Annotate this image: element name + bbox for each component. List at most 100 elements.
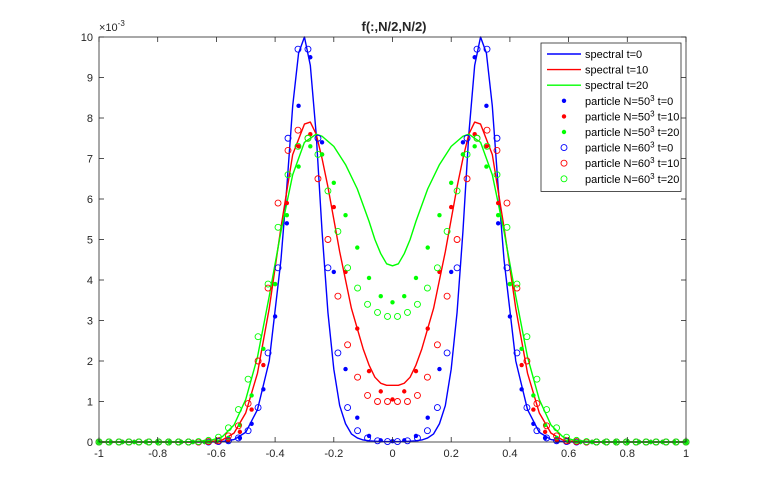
legend-label-part: spectral t=10 [585,65,648,77]
data-point [463,175,471,183]
data-point [425,415,430,420]
data-point [390,300,395,305]
data-point [215,433,222,441]
data-point [531,393,536,398]
series-line [99,121,686,443]
y-axis: 0 1 2 3 4 5 6 7 8 9 10 [81,32,686,449]
data-point [364,434,372,442]
data-point [394,398,401,405]
chart-title: f(:,N/2,N/2) [362,19,427,34]
data-point [437,213,442,218]
y-exponent-label: ×10-3 [99,19,125,34]
data-point [261,362,266,368]
y-tick-label: 4 [87,275,93,287]
data-point [384,313,391,320]
data-point [390,397,395,402]
data-point [404,437,411,445]
data-point [423,427,431,435]
y-tick-label: 0 [87,437,93,449]
data-point [443,227,451,235]
legend[interactable]: spectral t=0 spectral t=10 spectral t=20 pa… [540,42,682,192]
data-point [314,134,322,142]
data-point [543,422,551,430]
data-point [355,245,360,250]
data-point [304,134,312,142]
data-point [484,103,489,109]
data-point [364,300,372,308]
data-point [272,281,278,287]
data-point [343,366,348,372]
data-point [272,314,278,319]
data-point [443,292,451,300]
data-point [449,204,454,210]
data-point [319,140,325,145]
data-point [304,45,312,53]
data-point [433,404,441,412]
data-point [533,427,541,435]
legend-label-part: t=0 [655,143,674,155]
data-point [433,341,441,349]
y-tick-label: 10 [81,32,93,44]
legend-label: particle N=503 t=10 [585,109,679,123]
legend-circle-swatch [560,175,568,183]
legend-label-part: particle N=50 [585,127,650,139]
x-tick-label: 0.2 [444,448,459,460]
data-point [195,438,202,446]
legend-label: particle N=603 t=0 [585,141,673,155]
data-point [294,142,302,150]
data-point [453,264,461,272]
data-point [344,264,352,272]
data-point [254,333,262,341]
data-point [531,421,536,426]
legend-item[interactable]: particle N=603 t=20 [560,172,679,186]
data-point [573,436,580,444]
data-point [563,437,570,445]
data-point [513,349,521,357]
data-point [261,387,266,392]
y-tick-label: 2 [87,356,93,368]
data-point [264,349,272,357]
data-point [425,245,430,250]
data-point [374,437,381,445]
data-point [553,437,561,445]
data-point [224,424,232,432]
legend-item[interactable]: spectral t=0 [547,49,642,61]
data-point [384,398,391,405]
data-point [413,368,419,374]
legend-label-superscript: 3 [650,141,655,150]
data-point [244,400,252,407]
data-point [354,284,362,292]
data-point [284,134,292,142]
data-point [402,389,407,394]
data-point [507,281,513,287]
legend-item[interactable]: spectral t=20 [547,80,648,92]
legend-item[interactable]: particle N=603 t=10 [560,156,679,170]
data-point [254,357,262,365]
data-point [354,427,362,435]
data-point [404,308,411,316]
y-tick-label: 1 [87,397,93,409]
data-point [523,333,531,341]
data-point [296,103,301,109]
data-point [284,200,290,206]
data-point [284,171,292,179]
data-point [237,429,243,435]
x-tick-label: 0 [389,448,395,460]
data-point [284,213,290,218]
data-point [563,433,570,441]
y-tick-label: 7 [87,154,93,166]
legend-item[interactable]: particle N=503 t=0 [561,94,673,108]
data-point [413,300,421,308]
data-point [254,404,262,412]
legend-item[interactable]: particle N=603 t=0 [560,141,673,155]
legend-item[interactable]: particle N=503 t=20 [561,125,680,139]
data-point [331,180,336,185]
data-point [374,308,381,316]
data-point [284,146,292,154]
legend-item[interactable]: particle N=503 t=10 [561,109,680,123]
data-point [533,400,541,407]
legend-item[interactable]: spectral t=10 [547,65,648,77]
x-axis: -1 -0.8 -0.6 -0.4 -0.2 0 0.2 0.4 0.6 0.8 1 [94,37,689,460]
x-tick-label: -0.2 [324,448,343,460]
data-point [384,438,391,446]
